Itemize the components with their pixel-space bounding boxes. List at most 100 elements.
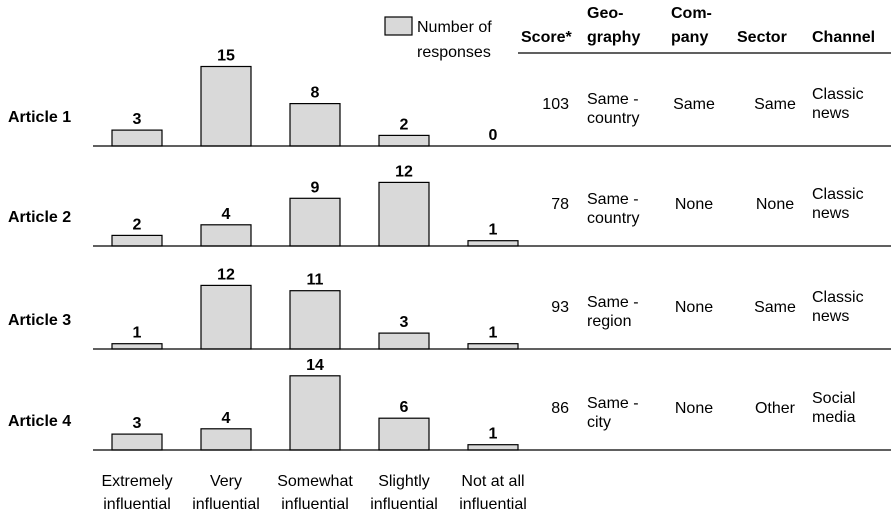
series-label: Article 3 <box>8 312 71 329</box>
bar <box>289 290 341 350</box>
table-header-3-line1: Sector <box>737 29 787 46</box>
cell-geography-line2: country <box>587 110 639 127</box>
cell-sector: Same <box>754 299 796 316</box>
cell-channel-line2: media <box>812 409 856 426</box>
category-label-line1: Not at all <box>461 473 524 490</box>
legend-label-line2: responses <box>417 44 491 61</box>
table-header-1-line2: graphy <box>587 29 640 46</box>
data-label: 11 <box>307 272 324 289</box>
category-label-line2: influential <box>281 496 349 513</box>
cell-channel-line2: news <box>812 105 849 122</box>
data-label: 3 <box>133 415 142 432</box>
category-label-line2: influential <box>103 496 171 513</box>
data-label: 0 <box>489 127 498 144</box>
category-label-line2: influential <box>370 496 438 513</box>
cell-channel-line1: Classic <box>812 86 864 103</box>
cell-geography-line1: Same - <box>587 91 639 108</box>
category-label-line1: Very <box>210 473 242 490</box>
panel-4: Article 4 3 4 14 6 1 86 Same - city None Other Soci… <box>8 357 891 451</box>
bar <box>200 284 252 350</box>
bar <box>200 428 252 451</box>
cell-company: None <box>675 400 713 417</box>
data-label: 9 <box>311 179 320 196</box>
series-label: Article 2 <box>8 209 71 226</box>
cell-geography-line2: region <box>587 313 631 330</box>
category-label-line2: influential <box>459 496 527 513</box>
category-label-line1: Extremely <box>101 473 172 490</box>
cell-score: 93 <box>551 299 569 316</box>
data-label: 2 <box>133 216 142 233</box>
table-header-4-line1: Channel <box>812 29 875 46</box>
data-label: 12 <box>217 266 235 283</box>
table-headers: Score* Geo-graphy Com-pany Sector Channel <box>518 5 891 54</box>
cell-score: 86 <box>551 400 569 417</box>
bar <box>378 417 430 451</box>
cell-channel-line2: news <box>812 205 849 222</box>
cell-channel-line1: Classic <box>812 289 864 306</box>
cell-company: Same <box>673 96 715 113</box>
panel-3: Article 3 1 12 11 3 1 93 Same - region None Same Cl… <box>8 266 891 350</box>
data-label: 1 <box>489 426 498 443</box>
cell-channel-line2: news <box>812 308 849 325</box>
data-label: 3 <box>133 111 142 128</box>
bar <box>378 332 430 350</box>
panel-1: Article 1 3 15 8 2 0 103 Same - country Same Same C… <box>8 48 891 147</box>
bar <box>467 444 519 451</box>
bar <box>200 65 252 147</box>
bar <box>289 102 341 147</box>
series-label: Article 4 <box>8 413 71 430</box>
cell-geography-line1: Same - <box>587 191 639 208</box>
bar <box>289 197 341 247</box>
table-header-2-line2: pany <box>671 29 708 46</box>
bar <box>111 343 163 350</box>
data-label: 1 <box>489 222 498 239</box>
legend: Number of responses <box>384 16 492 61</box>
category-label-line2: influential <box>192 496 260 513</box>
category-label-line1: Somewhat <box>277 473 353 490</box>
data-label: 1 <box>489 325 498 342</box>
bar <box>111 433 163 451</box>
data-label: 4 <box>222 410 231 427</box>
data-label: 12 <box>395 163 413 180</box>
cell-score: 103 <box>542 96 569 113</box>
cell-geography-line1: Same - <box>587 294 639 311</box>
category-labels: Extremely influential Very influential Somew… <box>101 473 526 513</box>
legend-swatch <box>384 16 413 36</box>
cell-score: 78 <box>551 196 569 213</box>
cell-geography-line2: city <box>587 414 611 431</box>
data-label: 6 <box>400 399 409 416</box>
cell-sector: Same <box>754 96 796 113</box>
legend-label-line1: Number of <box>417 19 492 36</box>
data-label: 4 <box>222 206 231 223</box>
cell-company: None <box>675 299 713 316</box>
data-label: 2 <box>400 116 409 133</box>
category-label-line1: Slightly <box>378 473 430 490</box>
cell-geography-line2: country <box>587 210 639 227</box>
data-label: 1 <box>133 325 142 342</box>
bar <box>111 234 163 247</box>
bar <box>467 240 519 247</box>
data-label: 15 <box>217 48 235 65</box>
cell-channel-line1: Social <box>812 390 856 407</box>
bar <box>200 224 252 247</box>
chart-panels: Article 1 3 15 8 2 0 103 Same - country Same Same C… <box>8 48 891 451</box>
cell-sector: Other <box>755 400 796 417</box>
cell-sector: None <box>756 196 794 213</box>
bar <box>111 129 163 147</box>
cell-channel-line1: Classic <box>812 186 864 203</box>
series-label: Article 1 <box>8 109 71 126</box>
data-label: 14 <box>306 357 324 374</box>
table-header-0-line1: Score* <box>521 29 572 46</box>
cell-geography-line1: Same - <box>587 395 639 412</box>
table-header-2-line1: Com- <box>671 5 712 22</box>
panel-2: Article 2 2 4 9 12 1 78 Same - country None None Cl… <box>8 163 891 247</box>
table-header-1-line1: Geo- <box>587 5 623 22</box>
bar <box>378 134 430 147</box>
data-label: 8 <box>311 85 320 102</box>
cell-company: None <box>675 196 713 213</box>
bar <box>467 343 519 350</box>
bar <box>378 181 430 247</box>
data-label: 3 <box>400 314 409 331</box>
bar <box>289 375 341 451</box>
